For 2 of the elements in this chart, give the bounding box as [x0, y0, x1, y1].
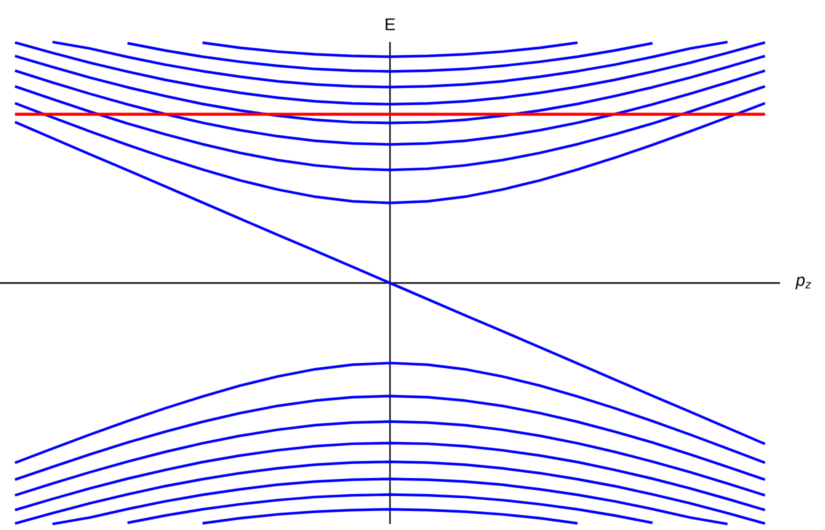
y-axis-title: E [386, 18, 395, 30]
x-axis-title: p$_{z}$ [795, 276, 812, 290]
